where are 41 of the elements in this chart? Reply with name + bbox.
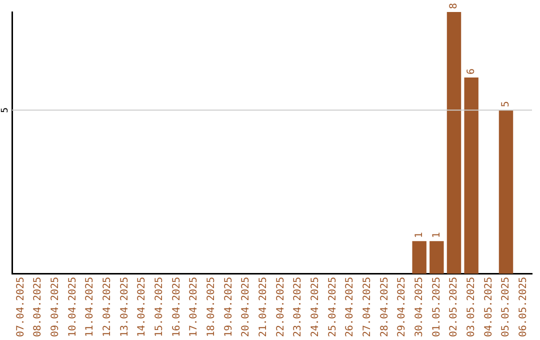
x-tick-label: 02.05.2025	[448, 276, 460, 338]
x-tick-label: 22.04.2025	[275, 276, 286, 338]
x-tick-label: 28.04.2025	[379, 276, 390, 338]
x-tick-label: 11.04.2025	[84, 276, 96, 338]
bar	[430, 241, 444, 274]
x-tick-label: 21.04.2025	[258, 276, 269, 338]
x-tick-label: 13.04.2025	[119, 276, 130, 338]
bar	[412, 241, 426, 274]
x-tick-label: 12.04.2025	[102, 276, 113, 338]
x-tick-label: 30.04.2025	[414, 276, 425, 338]
x-tick-label: 23.04.2025	[292, 276, 304, 338]
x-tick-label: 08.04.2025	[32, 276, 44, 338]
x-tick-label: 06.05.2025	[518, 276, 529, 338]
data-label: 8	[448, 2, 460, 9]
x-tick-label: 10.04.2025	[67, 276, 78, 338]
x-tick-label: 07.04.2025	[15, 276, 26, 338]
data-label: 6	[466, 68, 477, 74]
bar	[446, 12, 462, 274]
x-tick-label: 27.04.2025	[362, 276, 373, 338]
x-tick-label: 01.05.2025	[431, 276, 442, 338]
x-tick-label: 09.04.2025	[50, 276, 61, 338]
x-tick-label: 14.04.2025	[136, 276, 148, 338]
x-tick-label: 04.05.2025	[483, 276, 494, 338]
data-label: 1	[414, 232, 425, 238]
data-label: 5	[500, 101, 512, 108]
data-label: 1	[431, 232, 442, 238]
x-tick-label: 03.05.2025	[466, 276, 477, 338]
x-tick-label: 29.04.2025	[396, 276, 408, 338]
x-tick-label: 20.04.2025	[240, 276, 252, 338]
x-tick-label: 26.04.2025	[344, 276, 356, 338]
x-tick-label: 17.04.2025	[188, 276, 200, 338]
x-tick-label: 16.04.2025	[171, 276, 182, 338]
x-tick-label: 05.05.2025	[500, 276, 512, 338]
x-tick-label: 24.04.2025	[310, 276, 321, 338]
ref-line-label: 5	[0, 107, 10, 113]
bar	[498, 110, 514, 274]
bar	[464, 77, 478, 274]
x-tick-label: 18.04.2025	[206, 276, 217, 338]
x-tick-label: 15.04.2025	[154, 276, 165, 338]
x-tick-label: 25.04.2025	[327, 276, 338, 338]
x-tick-label: 19.04.2025	[223, 276, 234, 338]
